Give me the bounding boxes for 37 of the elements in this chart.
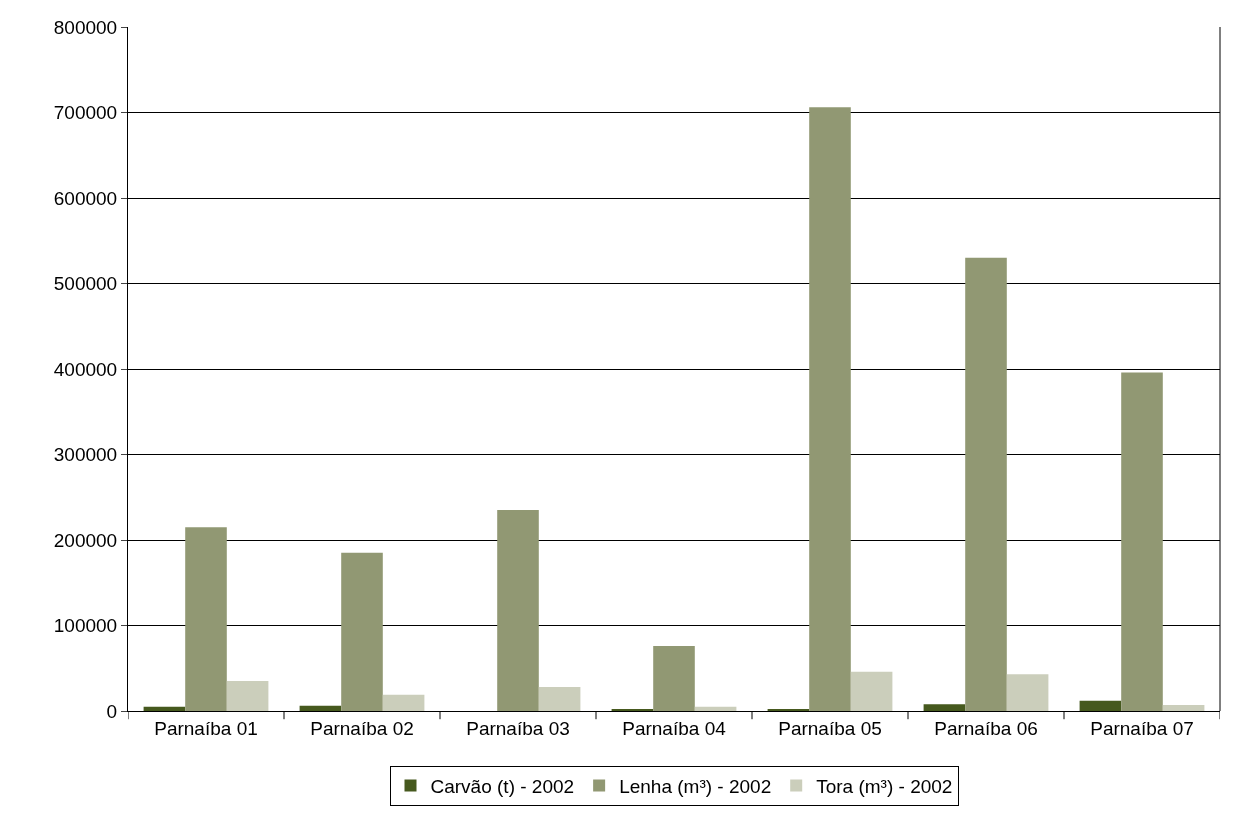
y-tick-label: 400000 [53,358,118,380]
bar [1079,700,1122,711]
x-tick-label: Parnaíba 01 [154,717,258,739]
bar [1162,705,1205,711]
y-tick-label: 600000 [53,187,118,209]
bar [1006,674,1049,711]
bar [538,687,581,711]
legend-label: Lenha (m³) - 2002 [619,775,772,797]
bar [382,694,425,711]
x-tick-label: Parnaíba 04 [622,717,727,739]
x-tick-label: Parnaíba 07 [1090,717,1194,739]
y-tick-label: 200000 [53,529,118,551]
y-tick-label: 700000 [53,102,118,124]
bar [341,552,383,711]
bar [185,527,227,711]
bar [809,107,851,711]
bar [497,510,539,711]
bar [965,257,1007,711]
x-tick-label: Parnaíba 02 [310,717,414,739]
y-tick-label: 300000 [53,444,118,466]
x-tick-label: Parnaíba 03 [466,717,570,739]
legend-label: Carvão (t) - 2002 [430,775,575,797]
legend-label: Tora (m³) - 2002 [816,775,953,797]
y-tick-label: 800000 [53,16,118,38]
bar [1121,372,1163,711]
bar [850,671,893,711]
bar [653,646,695,711]
y-tick-label: 100000 [53,615,118,637]
bar [143,706,186,711]
bar [226,681,269,711]
y-tick-label: 500000 [53,273,118,295]
x-tick-label: Parnaíba 05 [778,717,882,739]
bar [923,704,966,711]
x-tick-label: Parnaíba 06 [934,717,1038,739]
y-tick-label: 0 [106,700,118,722]
bar [694,706,737,711]
bar [299,705,342,711]
